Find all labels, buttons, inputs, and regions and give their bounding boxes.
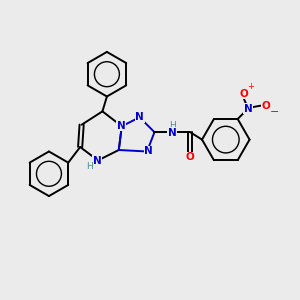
Text: N: N [117, 121, 125, 130]
Text: N: N [135, 112, 144, 122]
Text: −: − [270, 106, 280, 117]
Text: O: O [186, 152, 194, 162]
Text: O: O [239, 89, 248, 99]
Text: N: N [168, 128, 177, 138]
Text: N: N [93, 156, 102, 166]
Text: +: + [248, 82, 254, 91]
Text: N: N [244, 103, 253, 114]
Text: H: H [169, 121, 176, 130]
Text: H: H [86, 162, 92, 171]
Text: O: O [262, 100, 270, 111]
Text: N: N [144, 146, 153, 157]
